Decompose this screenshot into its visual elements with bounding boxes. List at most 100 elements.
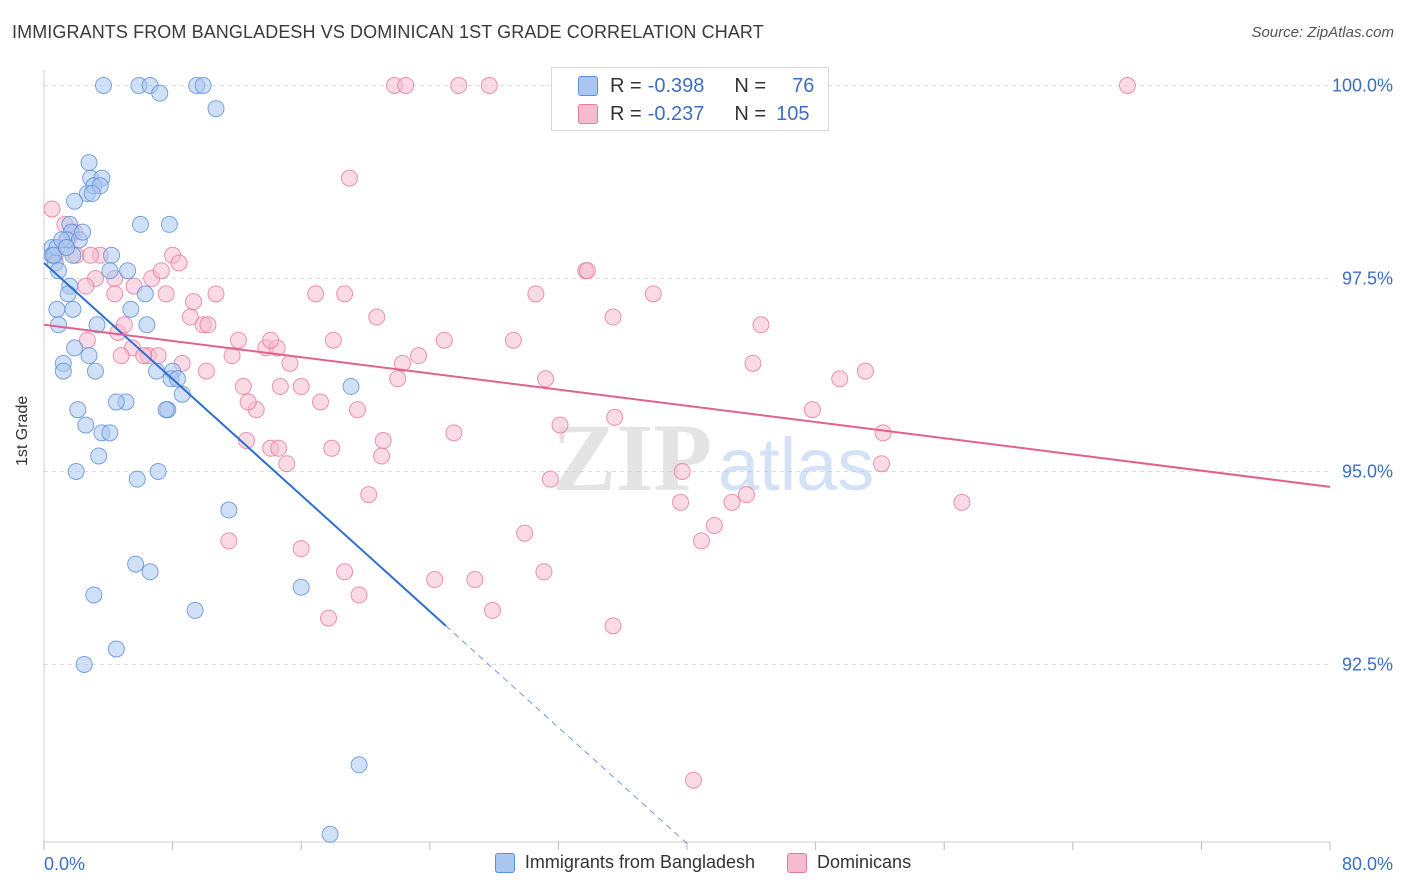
data-point [49, 262, 67, 280]
data-point [85, 586, 103, 604]
data-point [604, 617, 622, 635]
data-point [278, 455, 296, 473]
data-point [504, 331, 522, 349]
data-point [106, 285, 124, 303]
data-point [426, 571, 444, 589]
data-point [684, 771, 702, 789]
n-value: 76 [792, 74, 815, 97]
data-point [450, 76, 468, 94]
data-point [292, 540, 310, 558]
data-point [324, 331, 342, 349]
n-value: 105 [776, 102, 810, 125]
y-tick-label: 97.5% [1342, 268, 1393, 288]
data-point [45, 246, 63, 264]
legend-swatch-pink [578, 104, 598, 124]
data-point [220, 501, 238, 519]
data-point [82, 246, 100, 264]
data-point [239, 393, 257, 411]
data-point [86, 362, 104, 380]
data-point [541, 470, 559, 488]
data-point [350, 756, 368, 774]
data-point [112, 347, 130, 365]
data-point [157, 285, 175, 303]
data-point [537, 370, 555, 388]
data-point [831, 370, 849, 388]
x-tick-label: 0.0% [44, 854, 85, 874]
data-point [43, 200, 61, 218]
trend-extension-bangladesh [445, 625, 688, 844]
legend-swatch-blue [578, 76, 598, 96]
data-point [604, 308, 622, 326]
series-bangladesh [43, 76, 368, 843]
data-point [67, 462, 85, 480]
data-point [88, 316, 106, 334]
data-point [197, 362, 215, 380]
chart-title: IMMIGRANTS FROM BANGLADESH VS DOMINICAN … [12, 22, 764, 42]
data-point [307, 285, 325, 303]
data-point [119, 262, 137, 280]
trend-line-bangladesh [43, 262, 447, 627]
data-point [66, 192, 84, 210]
data-point [220, 532, 238, 550]
data-point [874, 424, 892, 442]
data-point [49, 316, 67, 334]
data-point [77, 416, 95, 434]
data-point [194, 76, 212, 94]
data-point [141, 563, 159, 581]
data-point [238, 432, 256, 450]
trend-line-dominicans [43, 323, 1331, 488]
data-point [262, 331, 280, 349]
data-point [323, 439, 341, 457]
data-point [692, 532, 710, 550]
legend-item-bangladesh: Immigrants from Bangladesh [494, 852, 755, 873]
y-tick-label: 95.0% [1342, 461, 1393, 481]
gridlines [44, 84, 1330, 665]
legend-row-bangladesh: R = -0.398 N = 76 [552, 72, 814, 100]
data-point [606, 408, 624, 426]
data-point [101, 424, 119, 442]
data-point [856, 362, 874, 380]
r-label: R = [610, 102, 642, 125]
data-point [59, 285, 77, 303]
legend-row-dominicans: R = -0.237 N = 105 [552, 100, 809, 128]
data-point [122, 300, 140, 318]
data-point [230, 331, 248, 349]
data-point [128, 470, 146, 488]
data-point [103, 246, 121, 264]
data-point [578, 262, 596, 280]
data-point [271, 378, 289, 396]
series-dominicans [43, 76, 1136, 789]
data-point [66, 339, 84, 357]
data-point [160, 215, 178, 233]
data-point [803, 401, 821, 419]
data-point [131, 215, 149, 233]
data-point [207, 285, 225, 303]
data-point [270, 439, 288, 457]
data-point [389, 370, 407, 388]
data-point [336, 563, 354, 581]
tick-labels: 92.5% 95.0% 97.5% 100.0% 0.0% 80.0% [44, 75, 1393, 874]
data-point [480, 76, 498, 94]
data-point [737, 486, 755, 504]
trend-lines [43, 262, 1331, 844]
data-point [54, 362, 72, 380]
data-point [311, 393, 329, 411]
data-point [752, 316, 770, 334]
data-point [234, 378, 252, 396]
data-point [483, 601, 501, 619]
data-point [342, 378, 360, 396]
r-label: R = [610, 74, 642, 97]
data-point [320, 609, 338, 627]
data-point [75, 655, 93, 673]
r-value: -0.237 [647, 102, 705, 125]
n-label: N = [734, 74, 767, 97]
data-point [77, 277, 95, 295]
axes [43, 70, 1331, 850]
data-point [135, 347, 153, 365]
legend-item-dominicans: Dominicans [787, 852, 911, 873]
data-point [107, 393, 125, 411]
data-point [69, 401, 87, 419]
data-point [551, 416, 569, 434]
data-point [58, 239, 76, 257]
